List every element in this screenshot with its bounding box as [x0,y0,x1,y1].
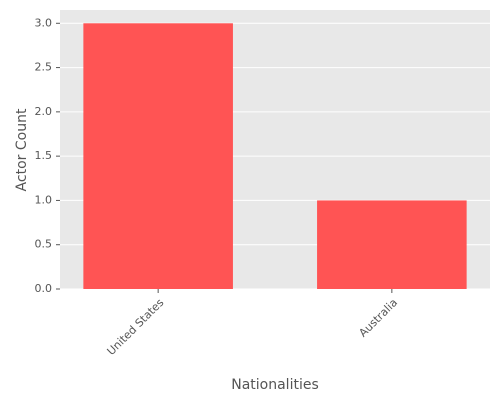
x-tick-label: Australia [356,296,400,340]
y-tick-label: 1.0 [35,193,53,206]
y-axis-title: Actor Count [14,108,30,191]
x-axis-title: Nationalities [231,377,319,393]
x-tick-label: United States [105,296,167,358]
y-tick-label: 3.0 [35,16,53,29]
y-tick-label: 2.0 [35,105,53,118]
y-tick-label: 0.0 [35,282,53,295]
y-tick-label: 0.5 [35,238,53,251]
bar [317,200,467,289]
y-tick-label: 1.5 [35,149,53,162]
y-tick-label: 2.5 [35,61,53,74]
bar [83,23,233,290]
